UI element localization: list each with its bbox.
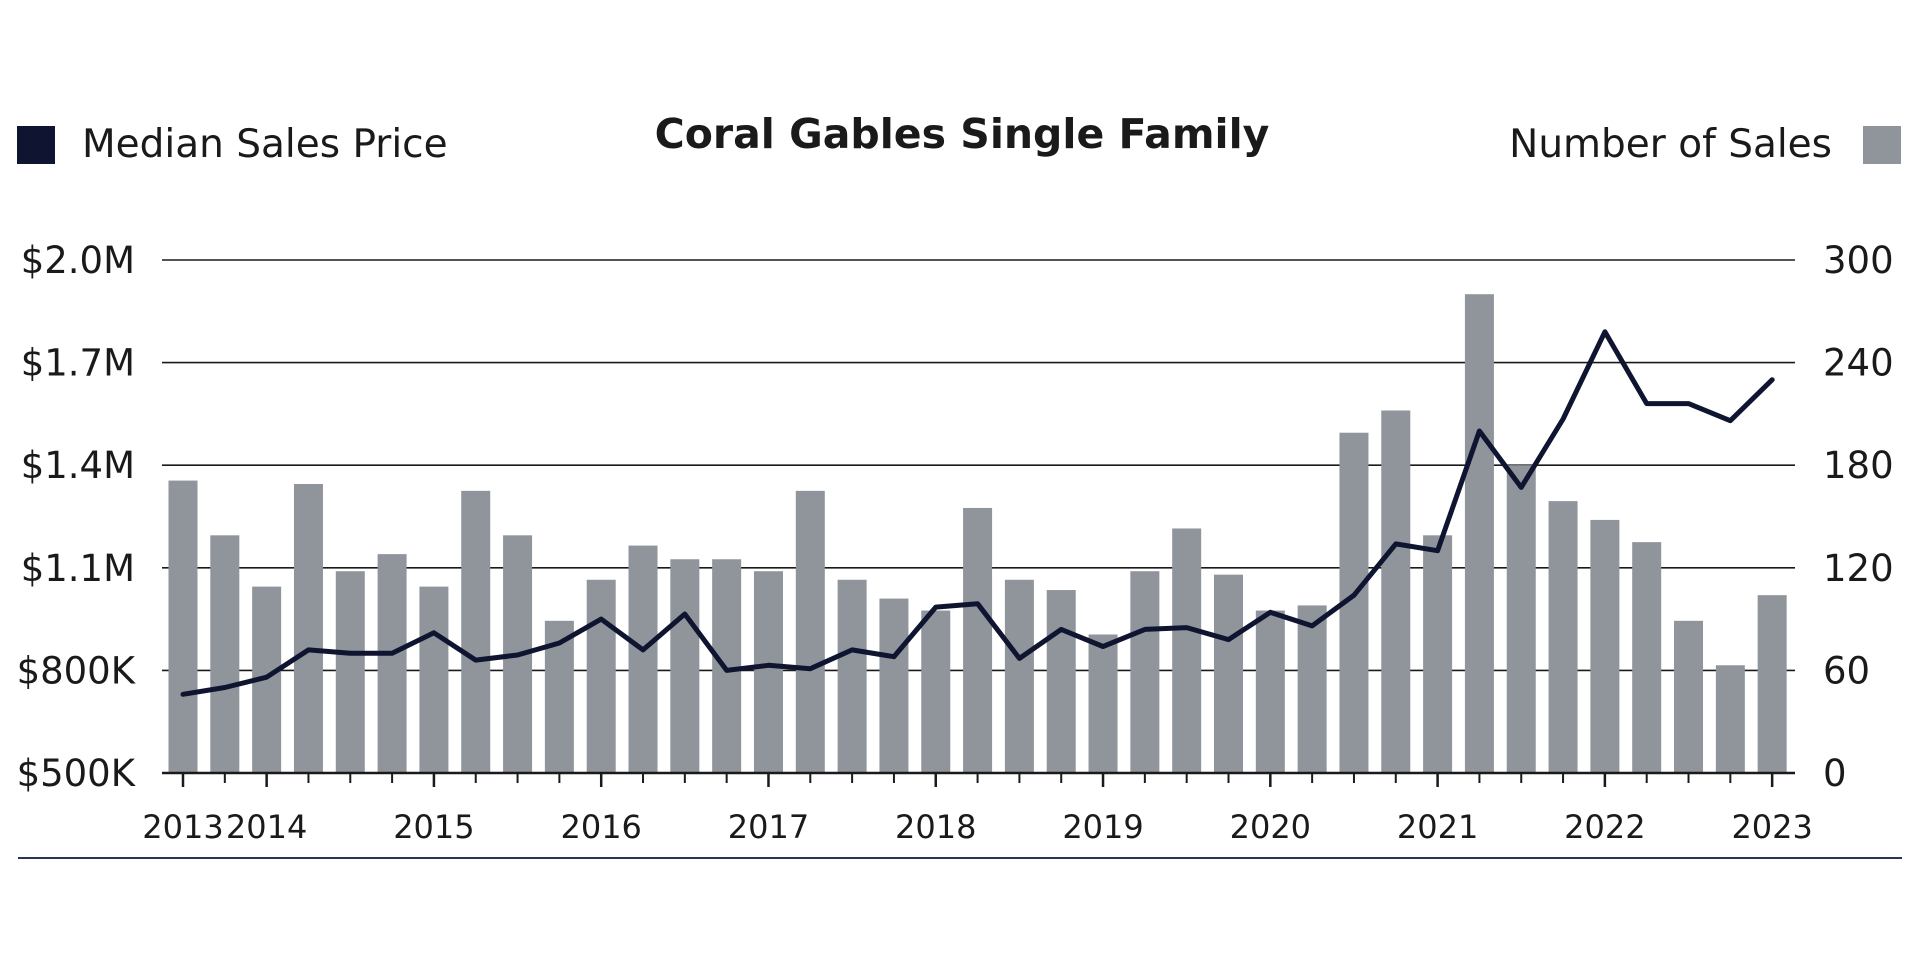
- legend-label-line: Median Sales Price: [82, 122, 448, 167]
- bar: [753, 571, 783, 773]
- right-tick-label: 180: [1823, 444, 1894, 487]
- bar: [1172, 528, 1202, 773]
- line-series: [180, 329, 1775, 697]
- bar: [1130, 571, 1160, 773]
- bar: [1046, 590, 1076, 773]
- left-tick-label: $500K: [17, 752, 137, 795]
- x-tick-label: 2013: [142, 808, 223, 846]
- bar: [1297, 605, 1327, 773]
- bar: [670, 559, 700, 773]
- bar: [1590, 519, 1620, 773]
- right-axis-ticks: 0 60 120 180 240 300: [1823, 239, 1894, 795]
- bar: [335, 571, 365, 773]
- x-axis-ticks: 2013 2014 2015 2016 2017 2018 2019 2020 2021 2022…: [142, 808, 1813, 846]
- bar: [963, 507, 993, 773]
- left-tick-label: $1.7M: [21, 342, 135, 385]
- bar: [1088, 634, 1118, 773]
- bar: [795, 490, 825, 773]
- x-tick-label: 2021: [1397, 808, 1478, 846]
- left-tick-label: $800K: [17, 649, 137, 692]
- bar: [1214, 574, 1243, 773]
- bar: [1674, 620, 1704, 773]
- legend-swatch-line: [17, 126, 55, 164]
- left-tick-label: $1.1M: [21, 547, 135, 590]
- x-tick-label: 2020: [1230, 808, 1311, 846]
- bar: [879, 598, 909, 773]
- right-tick-label: 240: [1823, 342, 1894, 385]
- median-price-line: [180, 329, 1775, 697]
- left-tick-label: $1.4M: [21, 444, 135, 487]
- bar: [377, 554, 407, 773]
- bar: [419, 586, 449, 773]
- bar: [461, 490, 491, 773]
- bar: [1004, 579, 1034, 773]
- right-tick-label: 60: [1823, 649, 1870, 692]
- x-tick-label: 2019: [1062, 808, 1143, 846]
- x-tick-label: 2014: [226, 808, 307, 846]
- bar: [1757, 595, 1787, 773]
- legend-label-bars: Number of Sales: [1509, 122, 1832, 167]
- x-tick-label: 2018: [895, 808, 976, 846]
- bar: [586, 579, 616, 773]
- bar: [1548, 501, 1578, 773]
- bar: [628, 545, 658, 773]
- x-tick-label: 2015: [393, 808, 474, 846]
- bar: [837, 579, 867, 773]
- bar: [921, 610, 951, 773]
- x-axis: [162, 771, 1795, 787]
- bar: [1381, 410, 1411, 773]
- bar: [168, 480, 198, 773]
- bar: [712, 559, 742, 773]
- legend-swatch-bars: [1863, 126, 1901, 164]
- bar: [1423, 535, 1453, 773]
- chart-title: Coral Gables Single Family: [655, 110, 1270, 158]
- right-tick-label: 0: [1823, 752, 1847, 795]
- x-tick-label: 2023: [1731, 808, 1812, 846]
- x-tick-label: 2022: [1564, 808, 1645, 846]
- x-tick-label: 2016: [560, 808, 641, 846]
- left-tick-label: $2.0M: [21, 239, 135, 282]
- bar: [1632, 542, 1662, 773]
- x-tick-label: 2017: [728, 808, 809, 846]
- bar: [1464, 294, 1494, 773]
- left-axis-ticks: $500K $800K $1.1M $1.4M $1.7M $2.0M: [17, 239, 137, 795]
- bar: [1715, 665, 1745, 773]
- bar: [293, 484, 323, 773]
- bars: [168, 294, 1787, 773]
- bar: [210, 535, 240, 773]
- right-tick-label: 300: [1823, 239, 1894, 282]
- bar: [1255, 610, 1285, 773]
- right-tick-label: 120: [1823, 547, 1894, 590]
- bar: [1506, 465, 1536, 773]
